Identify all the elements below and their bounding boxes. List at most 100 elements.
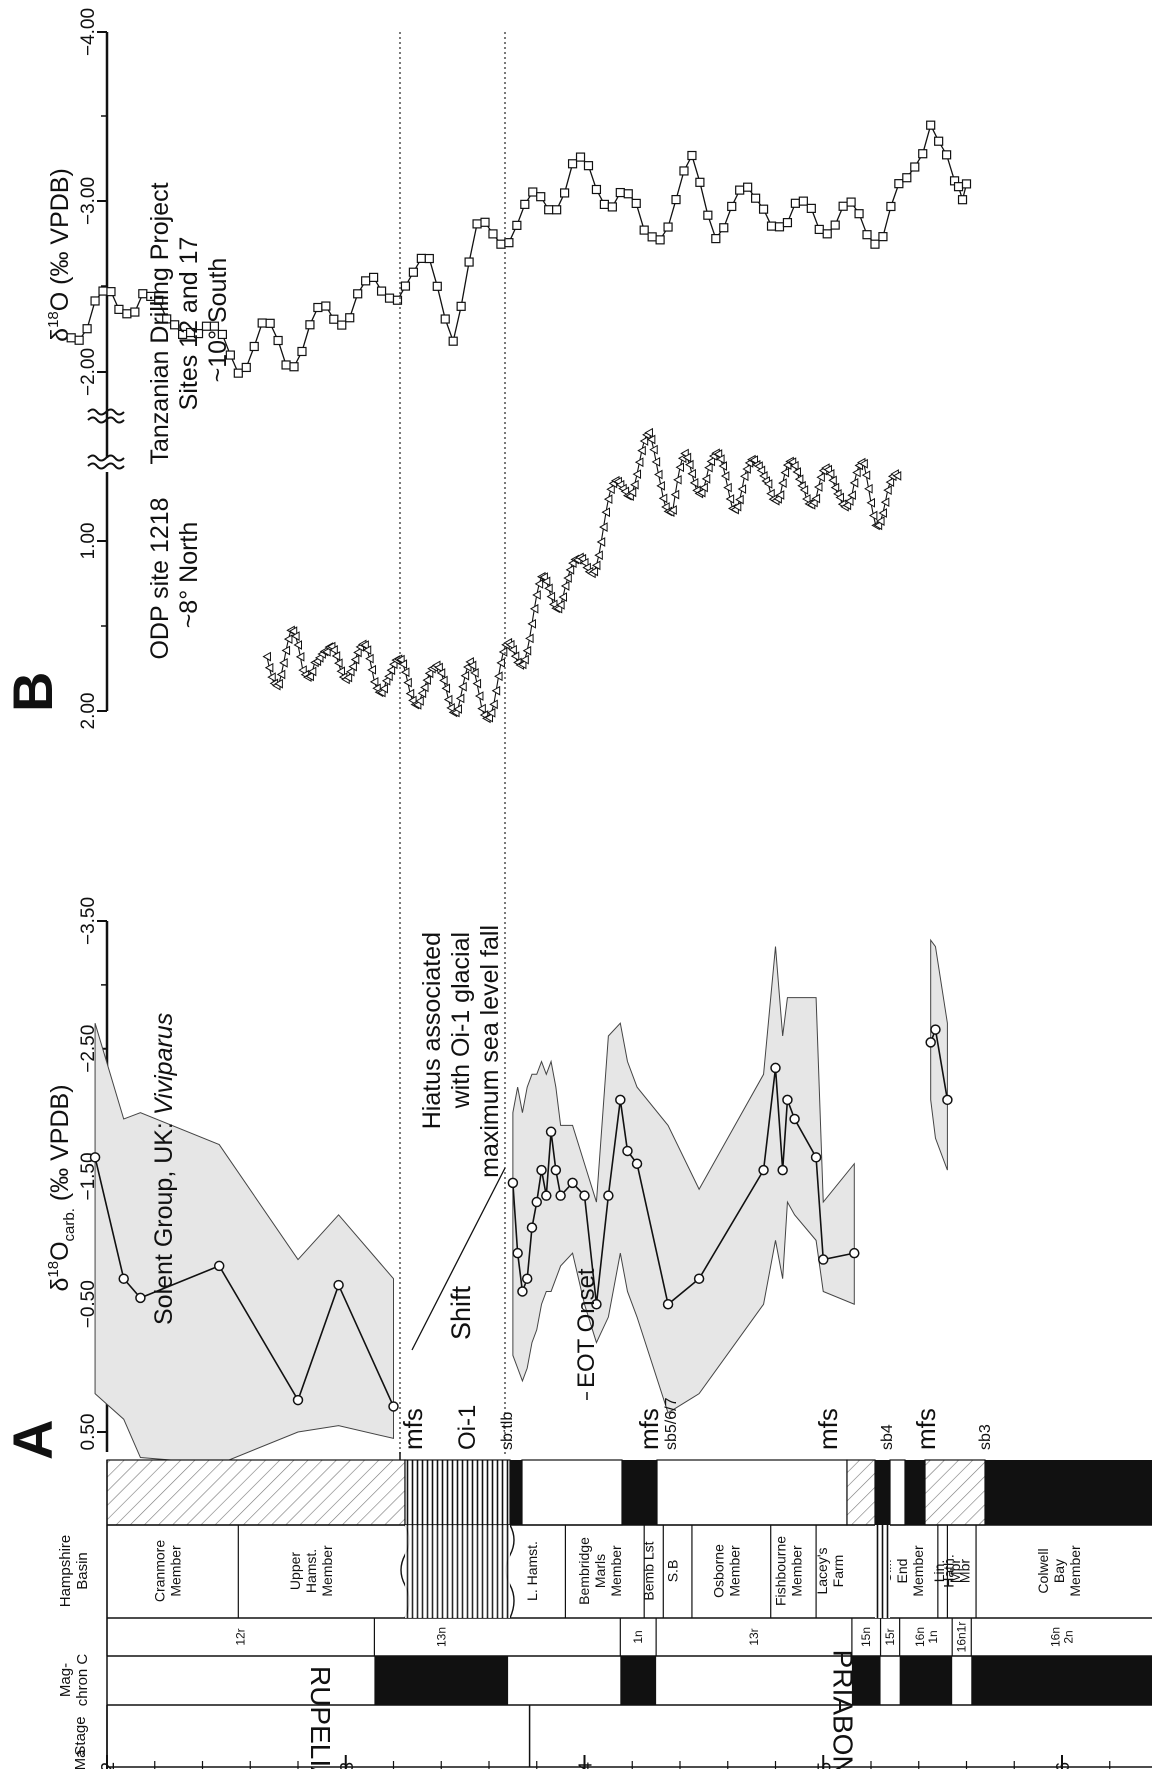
tdp-point [249,341,259,352]
odp-point [883,485,892,496]
odp-point [458,681,467,692]
solent-group-label: Solent Group, UK: Viviparus [150,1013,178,1325]
odp-point [656,480,665,491]
axis-break-icon [87,454,125,462]
odp-point [283,634,293,644]
odp-point [735,494,744,505]
tdp-point [782,218,793,228]
odp-point [594,550,603,561]
odp-point [405,688,415,699]
odp-point [704,462,713,473]
tdp-point [289,362,299,372]
tdp-point [671,194,681,205]
chron-label: 16n1n [913,1627,940,1647]
member-label: FishbourneMember [772,1536,804,1606]
odp-point [802,494,811,504]
tdp-point [217,329,227,340]
odp-point [331,651,341,661]
odp-point [813,482,823,492]
tdp-point [90,296,100,306]
panel-b-tdp-series [66,120,972,378]
tdp-point [400,281,411,291]
data-point [135,1292,146,1304]
tdp-point [766,221,777,231]
data-point [631,1158,643,1169]
odp-point [563,573,572,583]
odp-point [792,467,801,477]
tdp-point [552,205,562,215]
odp-point [706,456,716,467]
tdp-point [337,320,347,330]
odp-point [849,477,859,488]
series-line [512,1067,855,1306]
data-point [615,1094,626,1106]
tdp-point [528,187,538,197]
tdp-point [830,220,840,230]
tdp-point [520,199,530,209]
tdp-point [623,189,633,199]
header-ma: Ma [72,1749,89,1769]
odp-point [589,566,599,577]
marker-sb-tlb: sb:tlb [499,1412,516,1450]
odp-point [360,640,369,650]
hiatus-fill [405,1525,510,1618]
data-point [942,1094,953,1106]
panel-label-b: B [1,672,64,712]
tdp-point [961,179,972,189]
tdp-point [313,302,323,313]
tdp-point [631,198,641,208]
panel-a-data-points [89,1024,953,1412]
odp-point [334,658,343,669]
odp-point [661,502,670,512]
tdp-point [934,136,944,146]
tdp-point [599,199,609,210]
odp-point [295,651,305,662]
odp-point [346,666,355,677]
uncertainty-band [512,946,855,1414]
data-point [550,1164,562,1176]
marker-mfs-2: mfs [634,1408,664,1450]
chron-label: 12r [234,1628,248,1645]
odp-point [460,670,470,681]
tdp-point [416,253,426,263]
odp-point [369,676,379,687]
odp-point [267,672,276,683]
data-point [925,1037,936,1048]
magchron-normal-block [374,1656,509,1705]
odp-point [484,712,493,723]
member-label: Hath.Mbr [941,1554,973,1587]
tdp-point [886,201,896,212]
odp-point [420,682,429,693]
tdp-point [655,235,665,245]
odp-point [470,668,479,678]
odp-point [381,675,391,686]
tdp-point [66,333,76,343]
member-label: Lacey'sFarm [814,1547,846,1594]
column-headers: HampshireBasin Mag-chron C Stage Ma [57,1535,91,1769]
tdp-point [798,196,808,206]
odp-point [885,477,895,487]
magchron-normal-block [899,1656,953,1705]
odp-point [522,645,532,656]
data-point [810,1152,822,1163]
tdp-point [719,223,729,233]
tdp-point [106,287,116,297]
odp-point [601,507,610,518]
stratigraphic-columns: CranmoreMember UpperHamst.Member L. Hamst.… [57,1460,1152,1769]
data-point [531,1196,542,1208]
odp-point [417,688,427,699]
data-point [507,1177,519,1189]
tdp-point [193,328,204,339]
chron-label: 1n [631,1630,645,1643]
data-point [526,1222,538,1233]
odp-point [861,470,871,481]
age-tick-label: 34 [576,1762,596,1769]
tdp-point [790,198,800,208]
odp-point [539,572,548,582]
chron-label: 16n2n [1049,1627,1076,1647]
member-label: CranmoreMember [152,1540,184,1602]
odp-point [276,669,286,680]
panel-a-y-tick-label: −0.50 [78,1280,99,1328]
odp-point [546,591,556,602]
uncertainty-band [94,1023,394,1465]
